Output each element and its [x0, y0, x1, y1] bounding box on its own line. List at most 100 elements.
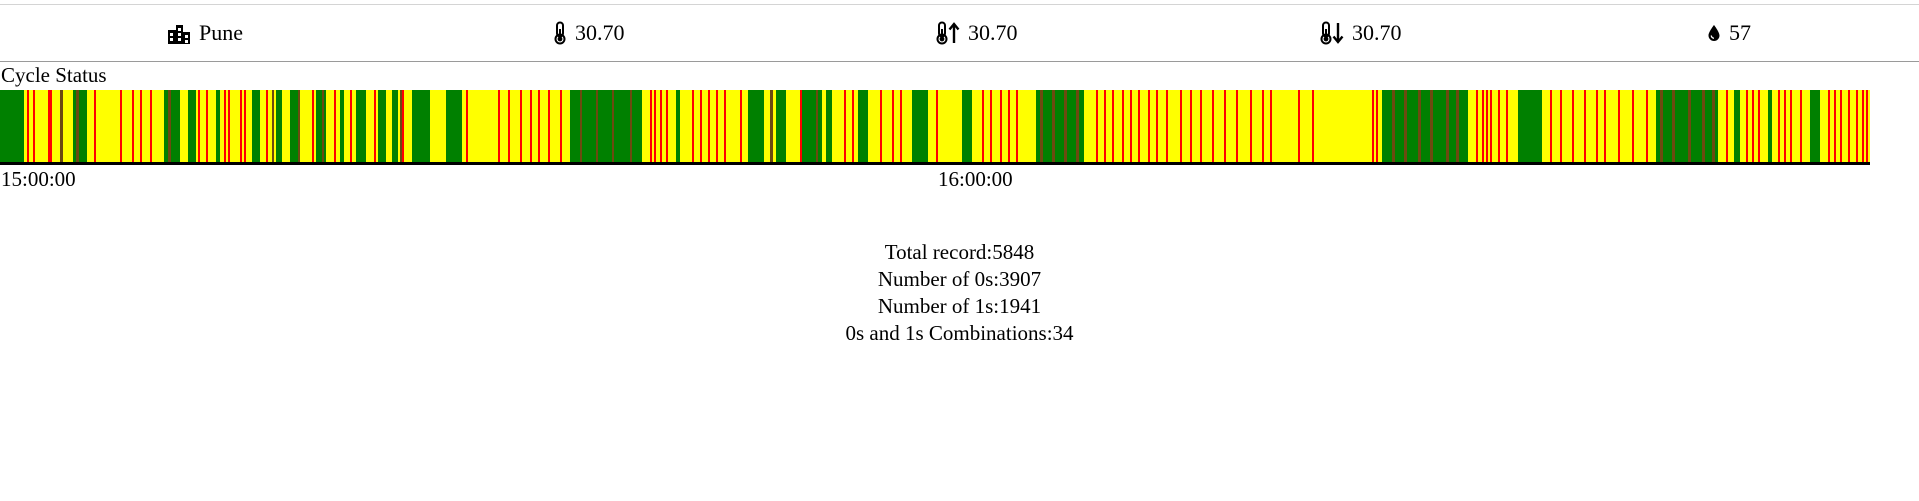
cycle-segment-alert: [1096, 90, 1098, 162]
weather-temp-min-value: 30.70: [1352, 20, 1402, 45]
cycle-segment-on: [73, 90, 87, 162]
cycle-segment-transition: [168, 90, 171, 162]
cycle-segment-alert: [708, 90, 710, 162]
cycle-segment-alert: [666, 90, 668, 162]
cycle-segment-transition: [298, 90, 300, 162]
cycle-segment-alert: [1856, 90, 1858, 162]
cycle-segment-alert: [844, 90, 846, 162]
cycle-segment-alert: [1190, 90, 1192, 162]
cycle-segment-transition: [1446, 90, 1449, 162]
cycle-segment-alert: [852, 90, 854, 162]
cycle-segment-transition: [1430, 90, 1433, 162]
cycle-segment-on: [1518, 90, 1542, 162]
cycle-segment-transition: [1660, 90, 1663, 162]
cycle-segment-alert: [1138, 90, 1140, 162]
cycle-segment-alert: [1758, 90, 1760, 162]
cycle-segment-transition: [60, 90, 63, 162]
cycle-segment-alert: [560, 90, 562, 162]
stat-combinations: 0s and 1s Combinations:34: [845, 321, 1074, 345]
cycle-segment-alert: [1008, 90, 1010, 162]
cycle-segment-transition: [272, 90, 274, 162]
cycle-segment-alert: [548, 90, 550, 162]
cycle-segment-on: [412, 90, 430, 162]
cycle-segment-alert: [1250, 90, 1252, 162]
cycle-segment-alert: [48, 90, 50, 162]
cycle-segment-alert: [530, 90, 532, 162]
cycle-segment-alert: [1262, 90, 1264, 162]
top-divider: [0, 4, 1919, 5]
cycle-status-chart: [0, 90, 1870, 165]
cycle-segment-alert: [892, 90, 894, 162]
cycle-segment-alert: [1840, 90, 1842, 162]
cycle-segment-on: [378, 90, 386, 162]
cycle-segment-transition: [612, 90, 614, 162]
thermometer-icon: [553, 21, 567, 45]
cycle-segment-alert: [700, 90, 702, 162]
cycle-segment-transition: [322, 90, 324, 162]
time-label-start: 15:00:00: [1, 167, 76, 191]
cycle-segment-alert: [1560, 90, 1562, 162]
cycle-segment-alert: [1572, 90, 1574, 162]
cycle-segment-alert: [1862, 90, 1864, 162]
cycle-segment-transition: [1052, 90, 1055, 162]
cycle-segment-alert: [508, 90, 510, 162]
cycle-segment-alert: [240, 90, 242, 162]
cycle-segment-transition: [1702, 90, 1705, 162]
cycle-segment-transition: [1712, 90, 1715, 162]
cycle-segment-alert: [1104, 90, 1106, 162]
cycle-segment-on: [1768, 90, 1772, 162]
cycle-segment-alert: [1312, 90, 1314, 162]
cycle-segment-on: [188, 90, 196, 162]
cycle-segment-alert: [900, 90, 902, 162]
cycle-segment-alert: [520, 90, 522, 162]
cycle-segment-transition: [580, 90, 582, 162]
stats-summary: Total record:5848 Number of 0s:3907 Numb…: [0, 239, 1919, 347]
cycle-segment-alert: [120, 90, 122, 162]
cycle-segment-alert: [1596, 90, 1598, 162]
cycle-segment-alert: [312, 90, 314, 162]
cycle-segment-on: [676, 90, 680, 162]
cycle-segment-alert: [1752, 90, 1754, 162]
cycle-segment-alert: [206, 90, 208, 162]
cycle-status-title: Cycle Status: [1, 63, 107, 87]
cycle-segment-alert: [1646, 90, 1648, 162]
stat-number-of-ones: Number of 1s:1941: [877, 294, 1042, 318]
cycle-segment-alert: [1298, 90, 1300, 162]
cycle-segment-transition: [1404, 90, 1407, 162]
cycle-segment-alert: [1584, 90, 1586, 162]
weather-temp-max-value: 30.70: [968, 20, 1018, 45]
cycle-segment-alert: [1122, 90, 1124, 162]
cycle-segment-on: [962, 90, 972, 162]
cycle-segment-alert: [1476, 90, 1478, 162]
cycle-segment-alert: [880, 90, 882, 162]
cycle-segment-on: [316, 90, 326, 162]
cycle-segment-alert: [1784, 90, 1786, 162]
cycle-segment-alert: [654, 90, 656, 162]
time-label-mid: 16:00:00: [938, 167, 1013, 191]
weather-temperature-value: 30.70: [575, 20, 625, 45]
cycle-segment-on: [216, 90, 220, 162]
cycle-segment-transition: [1064, 90, 1067, 162]
cycle-segment-alert: [800, 90, 802, 162]
weather-city-label: Pune: [199, 20, 243, 45]
weather-humidity-value: 57: [1729, 20, 1751, 45]
cycle-segment-alert: [1778, 90, 1780, 162]
stat-total-record: Total record:5848: [884, 240, 1035, 264]
cycle-segment-alert: [1632, 90, 1634, 162]
cycle-segment-alert: [1800, 90, 1802, 162]
cycle-segment-alert: [466, 90, 468, 162]
stat-number-of-zeros: Number of 0s:3907: [877, 267, 1042, 291]
cycle-segment-alert: [334, 90, 336, 162]
cycle-segment-alert: [132, 90, 134, 162]
cycle-segment-on: [340, 90, 344, 162]
cycle-segment-alert: [1550, 90, 1552, 162]
cycle-segment-on: [0, 90, 24, 162]
cycle-segment-on: [1810, 90, 1820, 162]
cycle-segment-alert: [198, 90, 200, 162]
cycle-segment-alert: [228, 90, 230, 162]
cycle-segment-alert: [1604, 90, 1606, 162]
cycle-segment-alert: [33, 90, 35, 162]
cycle-segment-on: [776, 90, 786, 162]
cycle-segment-alert: [1376, 90, 1378, 162]
cycle-segment-alert: [1490, 90, 1492, 162]
